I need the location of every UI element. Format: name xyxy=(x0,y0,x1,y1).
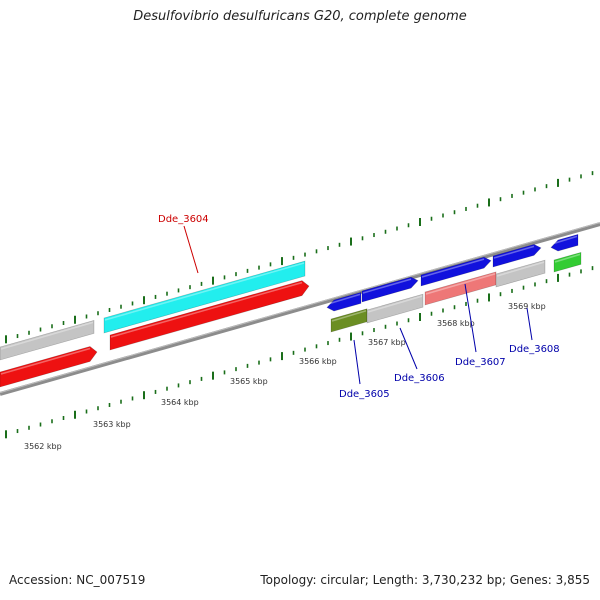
gene-salmon-dde-3607-highlight xyxy=(425,273,496,295)
scale-label: 3568 kbp xyxy=(437,319,475,328)
scale-label: 3569 kbp xyxy=(508,302,546,311)
gene-blue-4[interactable] xyxy=(492,244,542,268)
gene-blue-3-highlight xyxy=(421,258,485,278)
gene-cyan-dde-3604[interactable] xyxy=(103,260,306,334)
gene-label-dde-3607[interactable]: Dde_3607 xyxy=(455,357,506,368)
scale-label: 3565 kbp xyxy=(230,377,268,386)
leader-line-dde-3608 xyxy=(526,307,533,341)
scale-label: 3564 kbp xyxy=(161,398,199,407)
gene-green-highlight xyxy=(554,253,581,263)
leader-line-dde-3605 xyxy=(353,339,361,385)
gene-blue-4-highlight xyxy=(493,245,535,259)
gene-red-left-highlight xyxy=(0,347,91,375)
backbone-line xyxy=(0,222,600,396)
gene-label-dde-3608[interactable]: Dde_3608 xyxy=(509,344,560,355)
gene-blue-1-highlight xyxy=(327,293,361,305)
gene-label-dde-3604[interactable]: Dde_3604 xyxy=(158,214,209,225)
gene-blue-5[interactable] xyxy=(550,233,579,252)
gene-blue-2-highlight xyxy=(362,278,412,294)
gene-olive-dde-3605-highlight xyxy=(331,310,367,322)
gene-label-dde-3606[interactable]: Dde_3606 xyxy=(394,373,445,384)
gene-gray-left-highlight xyxy=(0,321,94,350)
gene-gray-dde-3608[interactable] xyxy=(495,259,546,288)
scale-label: 3563 kbp xyxy=(93,420,131,429)
gene-gray-left[interactable] xyxy=(0,319,95,361)
scale-label: 3566 kbp xyxy=(299,357,337,366)
gene-red-dde-3604-highlight xyxy=(110,281,303,338)
labels: 3562 kbp 3563 kbp 3564 kbp 3565 kbp 3566… xyxy=(24,214,560,451)
genome-backbone xyxy=(0,222,600,396)
gene-blue-1[interactable] xyxy=(326,291,362,312)
gene-gray-dde-3606[interactable] xyxy=(366,293,424,324)
backbone-highlight xyxy=(0,222,600,394)
gene-blue-2[interactable] xyxy=(361,276,419,303)
scale-label: 3562 kbp xyxy=(24,442,62,451)
gene-cyan-dde-3604-highlight xyxy=(104,262,305,321)
gene-gray-dde-3606-highlight xyxy=(367,295,423,313)
gene-label-dde-3605[interactable]: Dde_3605 xyxy=(339,389,390,400)
gene-blue-5-highlight xyxy=(551,235,578,245)
gene-red-dde-3604[interactable] xyxy=(109,280,310,351)
gene-blue-3[interactable] xyxy=(420,256,492,287)
tick-marks xyxy=(5,171,594,439)
leader-line-dde-3606 xyxy=(399,327,418,370)
map-title: Desulfovibrio desulfuricans G20, complet… xyxy=(133,9,467,24)
leader-line-dde-3604 xyxy=(183,225,199,274)
accession-text: Accession: NC_007519 xyxy=(9,573,146,587)
gene-green[interactable] xyxy=(553,251,582,273)
genome-stats-text: Topology: circular; Length: 3,730,232 bp… xyxy=(260,573,590,587)
scale-label: 3567 kbp xyxy=(368,338,406,347)
gene-features xyxy=(0,233,582,388)
gene-gray-dde-3608-highlight xyxy=(496,261,545,277)
gene-red-left[interactable] xyxy=(0,346,98,388)
leader-line-dde-3607 xyxy=(464,283,477,353)
